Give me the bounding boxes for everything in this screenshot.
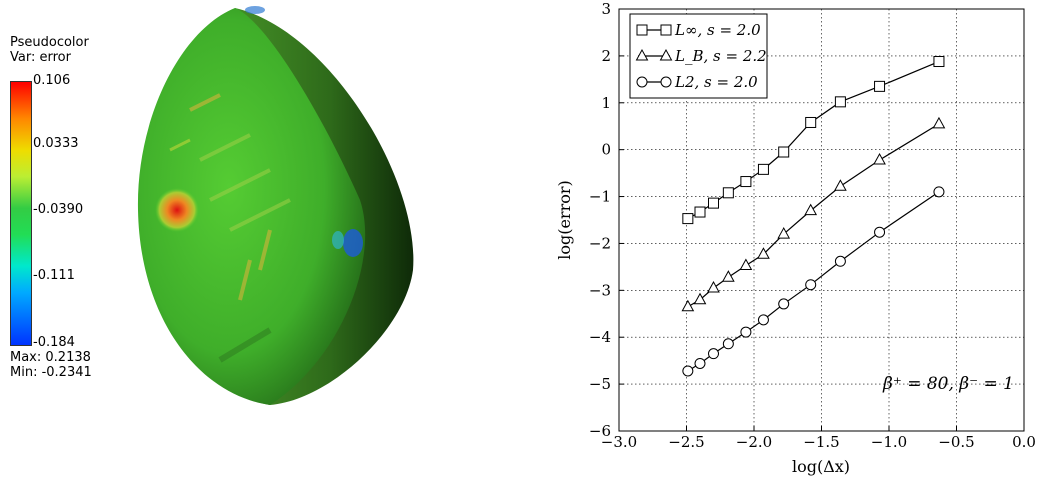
surface-coldspot [332,231,344,249]
series-point [757,247,770,259]
series-point [740,176,752,188]
grid [619,9,1024,431]
colorbar-tick-label: 0.0333 [33,136,79,151]
y-tick-label: −5 [589,375,611,393]
series-point [933,186,945,198]
y-tick-label: 0 [601,141,611,159]
series-point [757,314,769,326]
series-point [740,326,752,338]
surface-coldspot [343,229,363,257]
legend: L∞, s = 2.0 L_B, s = 2.2 L2, s = 2.0 [629,13,768,99]
x-tick-label: 0.0 [1012,433,1036,451]
series-point [722,187,734,199]
convergence-chart: −3.0 −2.5 −2.0 −1.5 −1.0 −0.5 0.0 3 2 1 0 −1 −2 −3 −4 −… [555,0,1036,476]
series-point [873,152,886,165]
series-point [682,365,694,377]
y-tick-label: −4 [589,328,611,346]
series-point [708,348,719,360]
series-point [834,255,846,267]
series-point [805,279,817,291]
legend-marker [636,24,648,36]
series-point [778,146,790,158]
legend-marker [635,48,649,61]
series-point [708,197,719,209]
convergence-chart-panel: −3.0 −2.5 −2.0 −1.5 −1.0 −0.5 0.0 3 2 1 0 −1 −2 −3 −4 −… [540,0,1043,479]
colorbar [10,81,32,346]
series-point [932,116,946,129]
series-point [694,357,706,369]
series-point [739,258,753,270]
series-point [805,116,817,128]
series-point [722,338,734,350]
series-point [778,298,790,310]
y-tick-label: 2 [601,47,611,65]
x-tick-label: −2.0 [736,433,772,451]
x-tick-label: −1.5 [803,433,839,451]
legend-marker [636,76,648,88]
colorbar-tick-label: -0.111 [33,268,75,283]
surface-stripes [169,93,291,363]
x-axis-label: log(Δx) [792,457,850,476]
axis-ticks: −3.0 −2.5 −2.0 −1.5 −1.0 −0.5 0.0 3 2 1 0 −1 −2 −3 −4 −… [589,0,1036,451]
series-point [874,226,886,238]
series-point [804,203,818,216]
series-point [757,163,769,175]
series-point [834,96,846,108]
colorbar-tick-label: 0.106 [33,73,71,88]
legend-title: Pseudocolor [10,35,89,50]
series-point [693,292,707,305]
legend-label: L_B, s = 2.2 [674,47,767,65]
series-point [777,227,791,239]
x-tick-label: −2.5 [668,433,704,451]
x-tick-label: −0.5 [938,433,974,451]
y-tick-label: −2 [589,234,611,252]
pseudocolor-visualization: Pseudocolor Var: error 0.106 0.0333 -0.0… [0,0,520,479]
x-tick-label: −3.0 [601,433,637,451]
legend-var-label: Var: error [10,50,71,65]
legend-marker [660,76,672,88]
y-tick-label: 1 [601,94,611,112]
y-tick-label: 3 [601,0,611,18]
legend-label: L2, s = 2.0 [674,73,758,91]
chart-annotation: β⁺ = 80, β⁻ = 1 [882,374,1014,394]
x-tick-label: −1.0 [871,433,907,451]
legend-label: L∞, s = 2.0 [674,21,761,39]
series-point [722,270,735,282]
y-tick-label: −1 [589,188,611,206]
series-point [874,80,886,92]
y-tick-label: −6 [589,422,611,440]
surface-coldspot [245,6,265,14]
legend-marker [659,48,673,61]
series-point [681,299,695,312]
y-tick-label: −3 [589,281,611,299]
series-point [933,56,945,68]
series-layer [681,56,946,377]
colorbar-tick-label: -0.184 [33,335,75,350]
y-axis-label: log(error) [555,180,574,260]
series-point [834,179,847,191]
legend-marker [660,24,672,36]
series-point [682,213,694,225]
surface-hotspot [155,188,199,232]
max-label: Max: 0.2138 [10,350,91,365]
error-surface-render [137,6,414,405]
series-point [707,280,720,293]
colorbar-tick-label: -0.0390 [33,202,84,217]
series-point [694,206,706,218]
min-label: Min: -0.2341 [10,365,92,380]
